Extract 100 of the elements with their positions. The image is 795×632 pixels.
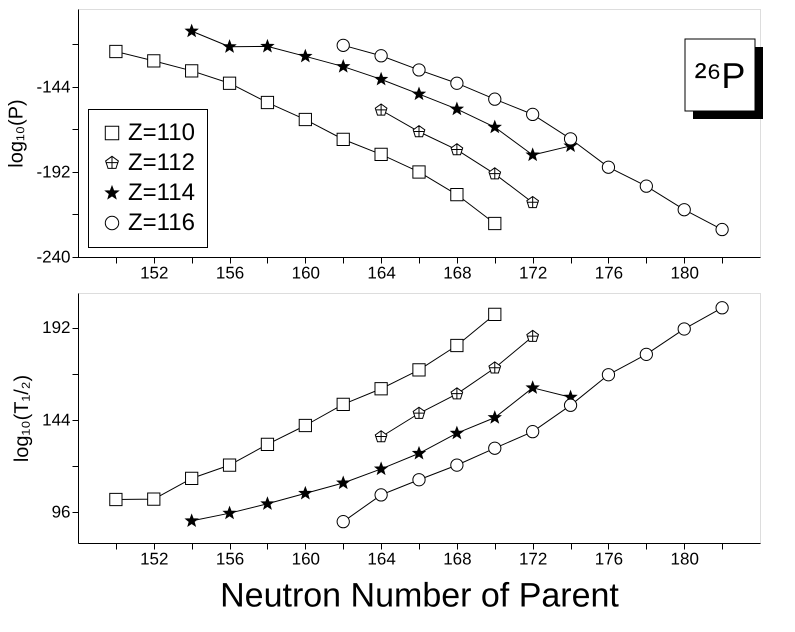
y-axis-title: log₁₀(P) xyxy=(5,99,28,168)
point xyxy=(412,446,426,459)
point xyxy=(526,381,539,394)
point xyxy=(109,44,123,58)
point xyxy=(526,108,540,122)
point xyxy=(488,92,502,106)
point xyxy=(450,387,464,400)
y-tick-label: 192 xyxy=(42,318,70,338)
x-tick-label: 168 xyxy=(443,264,472,282)
point xyxy=(564,132,578,146)
legend-label: Z=112 xyxy=(128,149,195,176)
y-tick-label: -144 xyxy=(36,77,70,96)
point xyxy=(488,120,502,133)
point xyxy=(298,112,312,126)
point xyxy=(678,203,691,216)
point xyxy=(412,363,426,377)
point xyxy=(678,322,691,336)
x-tick-label: 164 xyxy=(367,550,396,568)
point xyxy=(412,406,426,419)
point xyxy=(299,50,312,62)
x-tick-label: 172 xyxy=(518,264,548,282)
point xyxy=(488,216,502,230)
point xyxy=(715,222,729,236)
point xyxy=(222,76,236,90)
point xyxy=(223,40,236,52)
point xyxy=(602,160,616,174)
x-tick-label: 164 xyxy=(367,264,396,282)
point xyxy=(260,96,274,110)
point xyxy=(336,476,350,488)
point xyxy=(261,497,274,510)
point xyxy=(298,418,312,432)
y-tick-label: -240 xyxy=(36,248,70,266)
x-tick-label: 176 xyxy=(594,264,624,282)
x-axis-title: Neutron Number of Parent xyxy=(220,576,620,614)
point xyxy=(147,492,160,506)
point xyxy=(222,458,236,472)
point xyxy=(526,148,539,160)
point xyxy=(374,462,388,474)
x-tick-label: 160 xyxy=(292,264,320,282)
point xyxy=(336,60,350,72)
x-tick-label: 180 xyxy=(670,550,699,568)
x-tick-label: 168 xyxy=(443,550,472,568)
point xyxy=(488,442,502,455)
point xyxy=(185,514,198,526)
point xyxy=(261,40,274,52)
point xyxy=(488,308,502,321)
point xyxy=(715,301,729,314)
point xyxy=(526,330,539,342)
point xyxy=(450,188,464,202)
y-tick-label: 96 xyxy=(52,502,70,522)
x-tick-label: 180 xyxy=(670,264,699,282)
point xyxy=(412,63,426,77)
x-tick-label: 156 xyxy=(216,264,244,282)
point xyxy=(526,425,540,438)
point xyxy=(185,24,198,37)
point xyxy=(412,87,426,100)
legend-label: Z=110 xyxy=(128,119,195,146)
point xyxy=(147,54,160,68)
point xyxy=(109,492,123,506)
point xyxy=(374,148,388,162)
point xyxy=(450,338,464,352)
point xyxy=(374,104,388,116)
x-tick-label: 152 xyxy=(140,264,168,282)
point xyxy=(336,398,350,411)
point xyxy=(374,382,388,396)
x-tick-label: 160 xyxy=(292,550,320,568)
point xyxy=(336,132,350,146)
x-tick-label: 152 xyxy=(140,550,168,568)
y-tick-label: -192 xyxy=(36,162,70,182)
x-tick-label: 176 xyxy=(594,550,624,568)
point xyxy=(450,426,464,439)
point xyxy=(640,180,653,193)
point xyxy=(374,488,388,502)
point xyxy=(640,348,653,361)
point xyxy=(223,506,236,519)
point xyxy=(374,430,388,442)
point xyxy=(488,361,502,374)
point xyxy=(185,64,198,78)
x-tick-label: 172 xyxy=(518,550,548,568)
point xyxy=(488,167,502,180)
y-tick-label: 144 xyxy=(42,410,70,430)
point xyxy=(336,38,350,52)
point xyxy=(450,102,464,115)
y-axis-title: log₁₀(T₁/₂) xyxy=(11,374,34,462)
point xyxy=(450,76,464,90)
point xyxy=(374,49,388,62)
point xyxy=(564,398,578,412)
point xyxy=(260,438,274,451)
legend-label: Z=114 xyxy=(128,179,195,206)
point xyxy=(488,410,502,424)
point xyxy=(450,458,464,472)
point xyxy=(185,472,198,486)
point xyxy=(299,486,312,499)
point xyxy=(602,368,616,382)
point xyxy=(336,515,350,528)
point xyxy=(412,165,426,179)
point xyxy=(374,72,388,85)
annotation: ²⁶P xyxy=(694,55,746,96)
point xyxy=(412,473,426,486)
point xyxy=(412,125,426,138)
